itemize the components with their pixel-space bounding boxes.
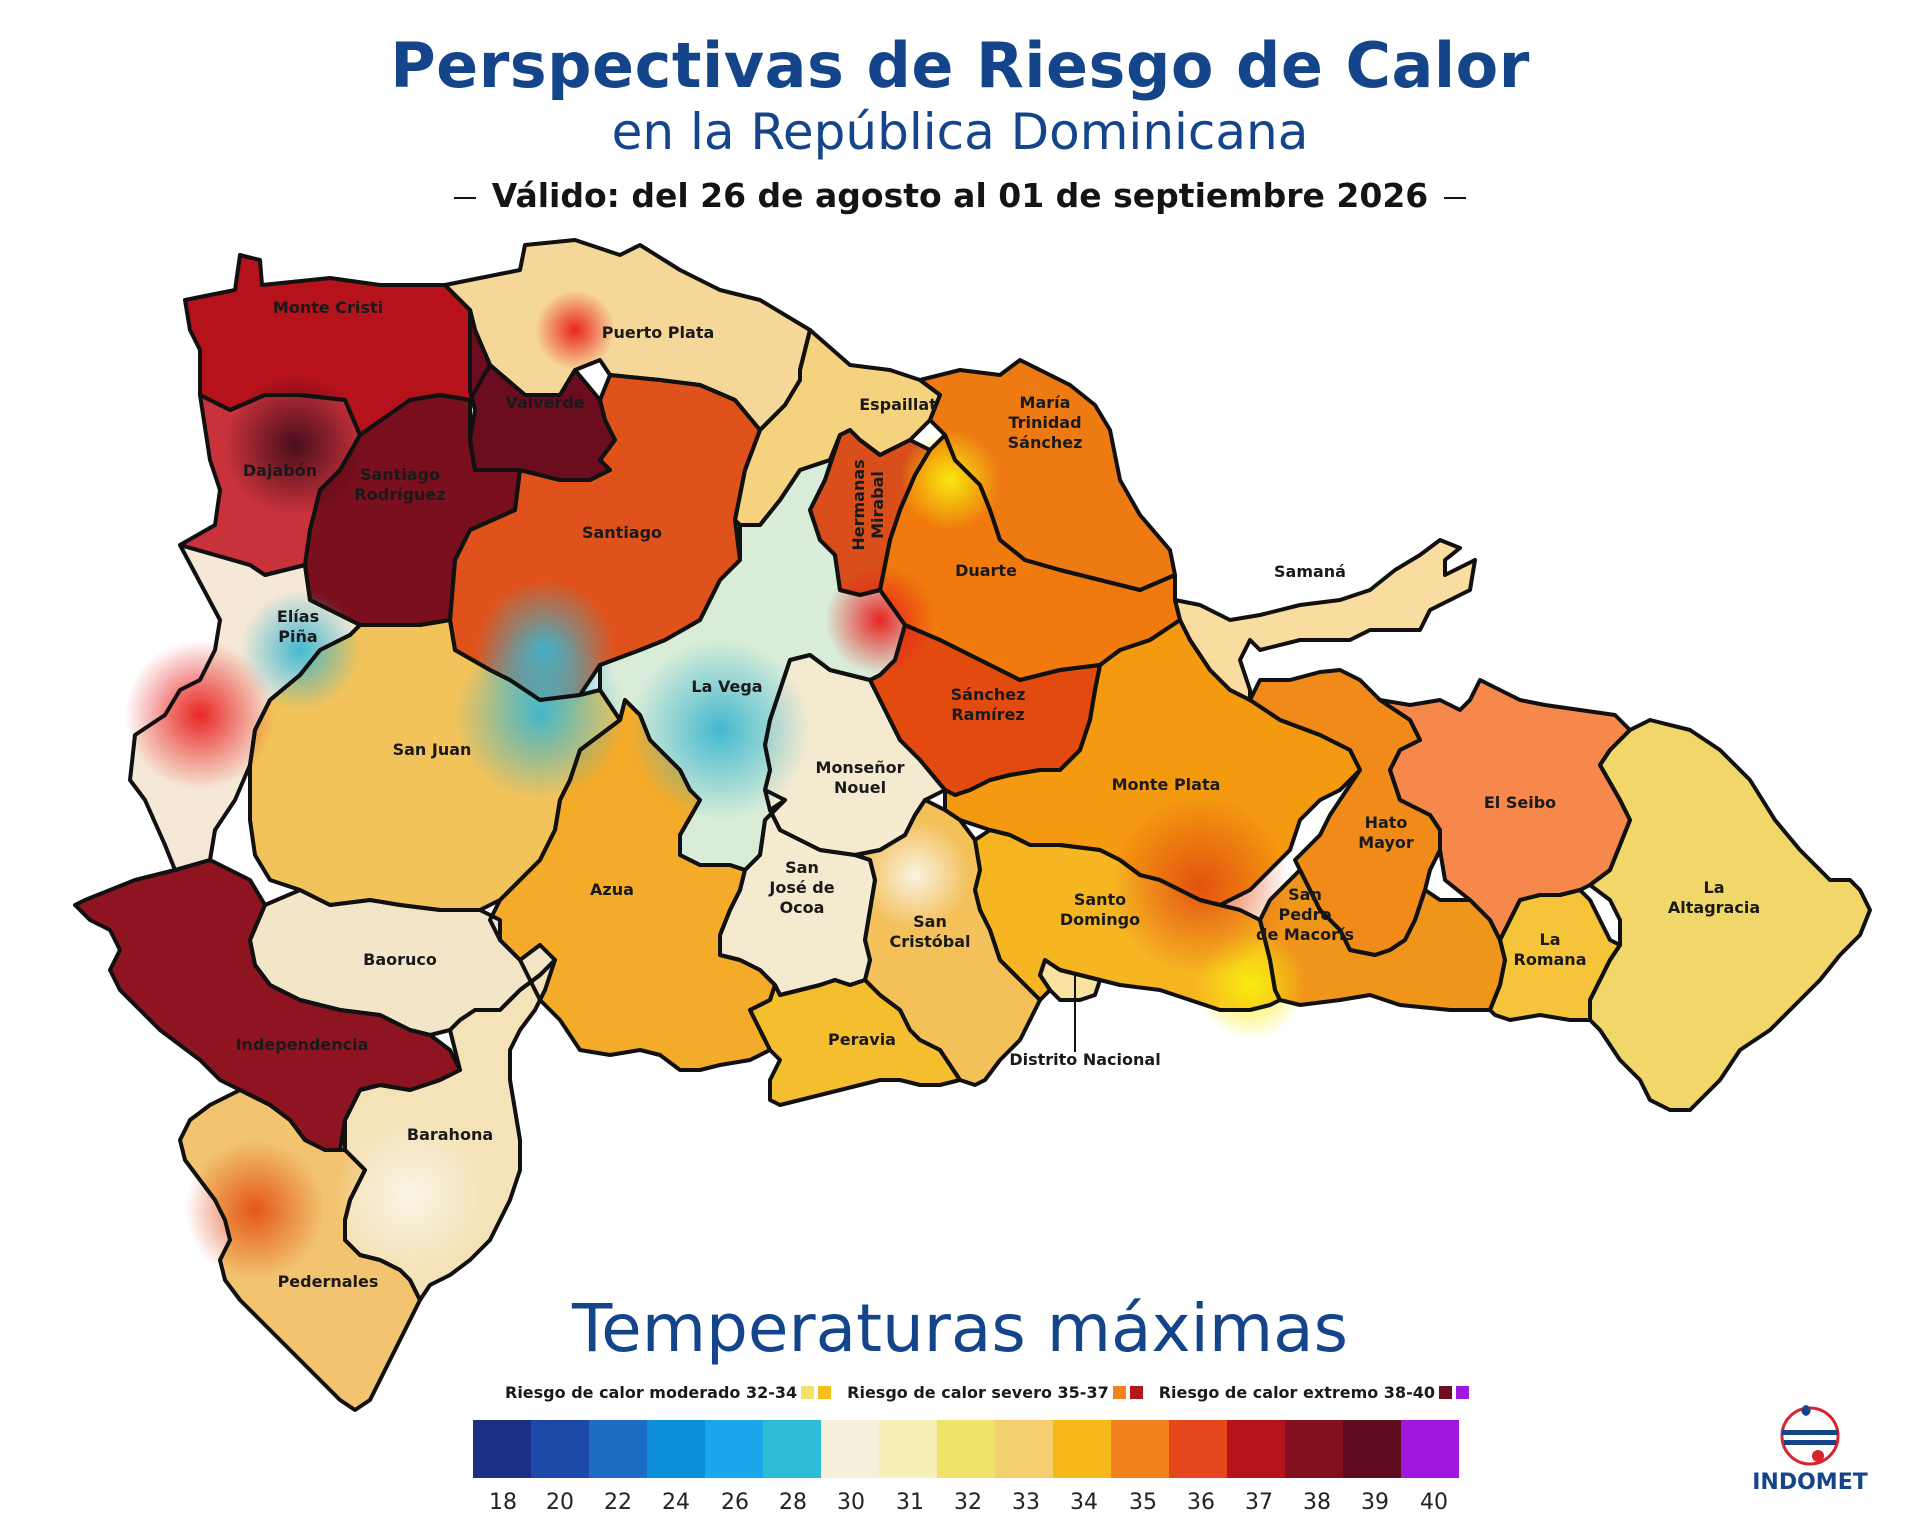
scale-segment	[1401, 1420, 1459, 1478]
province-label-valverde: Valverde	[505, 393, 584, 412]
province-label-peravia: Peravia	[828, 1030, 896, 1049]
scale-tick-label: 30	[837, 1490, 865, 1515]
scale-segment	[821, 1420, 879, 1478]
province-label-azua: Azua	[590, 880, 634, 899]
page-subtitle: en la República Dominicana	[611, 103, 1309, 161]
province-label-san-cristobal: San Cristóbal	[889, 912, 970, 951]
scale-segment	[1343, 1420, 1401, 1478]
scale-tick-label: 35	[1129, 1490, 1157, 1515]
scale-tick-label: 39	[1361, 1490, 1389, 1515]
scale-tick-label: 20	[546, 1490, 574, 1515]
province-label-santiago-rodriguez: Santiago Rodríguez	[354, 465, 445, 504]
risk-severe-swatch-1	[1112, 1385, 1126, 1399]
scale-tick-label: 26	[721, 1490, 749, 1515]
province-label-espaillat: Espaillat	[859, 395, 937, 414]
scale-segment	[531, 1420, 589, 1478]
province-label-la-vega: La Vega	[691, 677, 762, 696]
dash-left	[453, 196, 476, 199]
scale-tick-label: 28	[779, 1490, 807, 1515]
risk-extreme-swatch-1	[1438, 1385, 1452, 1399]
province-label-puerto-plata: Puerto Plata	[602, 323, 715, 342]
indomet-logo-icon	[1780, 1405, 1840, 1466]
scale-segment	[705, 1420, 763, 1478]
title-block: Perspectivas de Riesgo de Calor en la Re…	[0, 30, 1920, 222]
risk-moderate: Riesgo de calor moderado 32-34	[505, 1382, 832, 1402]
scale-tick-label: 40	[1420, 1490, 1448, 1515]
province-label-pedernales: Pedernales	[278, 1272, 379, 1291]
province-label-monsenor-nouel: Monseñor Nouel	[816, 758, 905, 797]
scale-segment	[879, 1420, 937, 1478]
scale-tick-label: 18	[489, 1490, 517, 1515]
risk-moderate-label: Riesgo de calor moderado 32-34	[505, 1382, 798, 1402]
scale-tick-label: 33	[1012, 1490, 1040, 1515]
labels-layer: Monte Cristi Puerto Plata Valverde Dajabón S…	[236, 298, 1761, 1291]
scale-segment	[937, 1420, 995, 1478]
scale-tick-label: 32	[954, 1490, 982, 1515]
province-label-hermanas-mirabal: HermanasMirabal	[849, 459, 887, 550]
province-label-san-jose-de-ocoa: San José de Ocoa	[768, 858, 834, 917]
province-label-monte-plata: Monte Plata	[1112, 775, 1221, 794]
province-label-sanchez-ramirez: Sánchez Ramírez	[951, 685, 1026, 724]
scale-tick-label: 36	[1187, 1490, 1215, 1515]
province-label-dajabon: Dajabón	[243, 461, 317, 480]
scale-segment	[647, 1420, 705, 1478]
temperature-scale	[473, 1420, 1459, 1478]
scale-segment	[1285, 1420, 1343, 1478]
province-label-maria-trinidad-sanchez: María Trinidad Sánchez	[1008, 393, 1083, 452]
scale-tick-label: 24	[662, 1490, 690, 1515]
province-label-la-romana: La Romana	[1514, 930, 1587, 969]
scale-segment	[763, 1420, 821, 1478]
scale-segment	[1111, 1420, 1169, 1478]
risk-moderate-swatch-1	[801, 1385, 815, 1399]
validity-line: Válido: del 26 de agosto al 01 de septie…	[0, 170, 1920, 222]
province-label-santiago: Santiago	[582, 523, 662, 542]
scale-tick-label: 37	[1245, 1490, 1273, 1515]
risk-extreme: Riesgo de calor extremo 38-40	[1159, 1383, 1469, 1402]
scale-segment	[473, 1420, 531, 1478]
province-label-el-seibo: El Seibo	[1484, 793, 1556, 812]
risk-extreme-label: Riesgo de calor extremo 38-40	[1158, 1382, 1435, 1402]
risk-severe-label: Riesgo de calor severo 35-37	[847, 1382, 1109, 1402]
risk-extreme-swatch-2	[1455, 1385, 1469, 1399]
province-label-hato-mayor: Hato Mayor	[1358, 813, 1414, 852]
validity-text: Válido: del 26 de agosto al 01 de septie…	[491, 176, 1429, 215]
risk-moderate-swatch-2	[818, 1385, 832, 1399]
province-label-monte-cristi: Monte Cristi	[273, 298, 383, 317]
province-label-santo-domingo: Santo Domingo	[1060, 890, 1140, 929]
province-label-distrito-nacional: Distrito Nacional	[1009, 1050, 1160, 1069]
province-label-independencia: Independencia	[236, 1035, 369, 1054]
temperature-scale-ticks: 18 20 22 24 26 28 30 31 32 33 34 35 36 37 38 39 40	[473, 1490, 1473, 1520]
dash-right	[1444, 196, 1467, 199]
risk-severe: Riesgo de calor severo 35-37	[847, 1383, 1143, 1402]
page-title: Perspectivas de Riesgo de Calor	[390, 29, 1530, 102]
province-label-san-pedro-de-macoris: San Pedro de Macorís	[1256, 885, 1354, 944]
province-label-barahona: Barahona	[407, 1125, 493, 1144]
province-label-elias-pina: Elías Piña	[277, 607, 319, 646]
scale-tick-label: 38	[1303, 1490, 1331, 1515]
scale-segment	[1053, 1420, 1111, 1478]
scale-tick-label: 22	[604, 1490, 632, 1515]
indomet-logo-text: INDOMET	[1752, 1470, 1868, 1495]
provinces-layer	[75, 240, 1870, 1410]
scale-segment	[1169, 1420, 1227, 1478]
scale-segment	[1227, 1420, 1285, 1478]
scale-tick-label: 31	[896, 1490, 924, 1515]
province-label-duarte: Duarte	[955, 561, 1017, 580]
scale-segment	[995, 1420, 1053, 1478]
risk-legend: Riesgo de calor moderado 32-34 Riesgo de…	[505, 1380, 1485, 1404]
province-label-la-altagracia: La Altagracia	[1668, 878, 1760, 917]
indomet-logo: INDOMET	[1750, 1400, 1870, 1500]
scale-tick-label: 34	[1070, 1490, 1098, 1515]
legend-title: Temperaturas máximas	[572, 1290, 1348, 1367]
risk-severe-swatch-2	[1129, 1385, 1143, 1399]
scale-segment	[589, 1420, 647, 1478]
province-label-samana: Samaná	[1274, 562, 1346, 581]
province-label-san-juan: San Juan	[393, 740, 472, 759]
province-label-baoruco: Baoruco	[363, 950, 437, 969]
